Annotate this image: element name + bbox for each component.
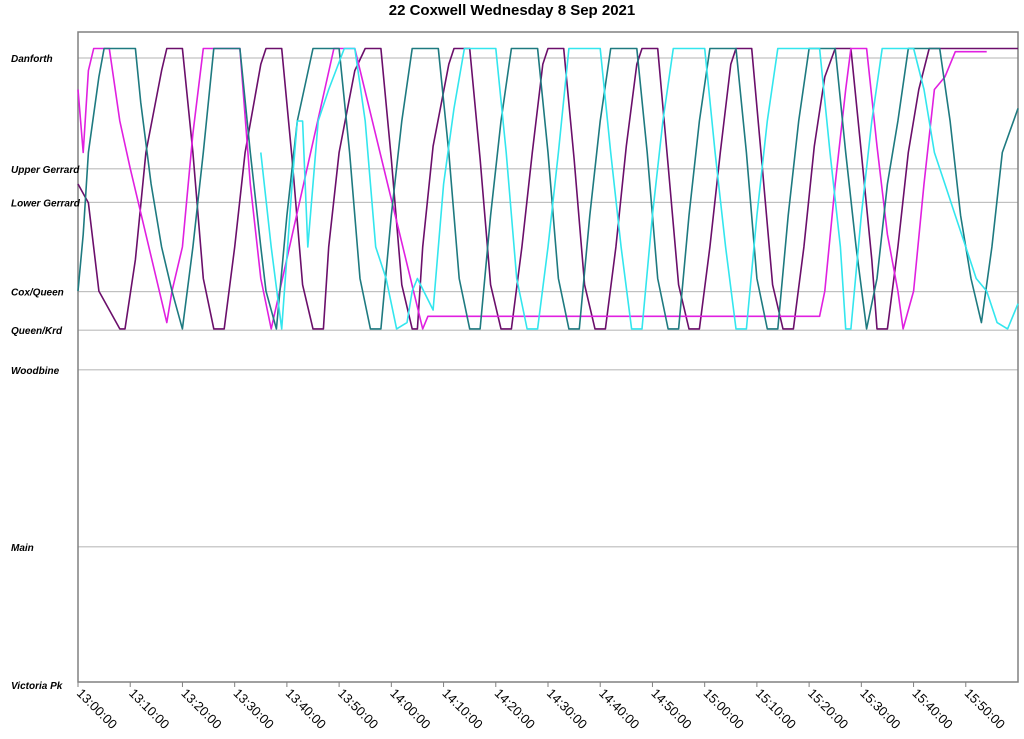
x-tick-label: 15:10:00 — [753, 686, 799, 732]
x-tick-label: 15:00:00 — [701, 686, 747, 732]
x-tick-label: 13:30:00 — [231, 686, 277, 732]
series-line-1 — [77, 47, 1018, 330]
x-tick-label: 13:00:00 — [74, 686, 120, 732]
x-axis-ticks: 13:00:00 13:10:00 13:20:00 13:30:00 13:40:00… — [74, 682, 1008, 732]
stop-label: Victoria Pk — [11, 681, 63, 692]
x-tick-label: 13:50:00 — [335, 686, 381, 732]
x-tick-label: 13:20:00 — [178, 686, 224, 732]
x-tick-label: 13:10:00 — [126, 686, 172, 732]
series-lines — [77, 47, 1019, 330]
stop-labels: Danforth Upper Gerrard Lower Gerrard Cox/Qu… — [11, 54, 81, 692]
x-tick-label: 15:50:00 — [962, 686, 1008, 732]
x-tick-label: 14:20:00 — [492, 686, 538, 732]
x-tick-label: 15:40:00 — [909, 686, 955, 732]
stop-label: Main — [11, 543, 34, 554]
x-tick-label: 13:40:00 — [283, 686, 329, 732]
x-tick-label: 14:10:00 — [439, 686, 485, 732]
stop-label: Woodbine — [11, 366, 60, 377]
x-tick-label: 14:30:00 — [544, 686, 590, 732]
chart-title: 22 Coxwell Wednesday 8 Sep 2021 — [388, 2, 636, 19]
x-tick-label: 14:50:00 — [648, 686, 694, 732]
series-line-3 — [77, 47, 1019, 330]
stop-label: Lower Gerrard — [11, 198, 81, 209]
stop-label: Upper Gerrard — [11, 165, 80, 176]
stop-label: Cox/Queen — [11, 288, 64, 299]
series-line-4 — [260, 47, 1019, 330]
series-line-2 — [77, 47, 987, 330]
plot-frame — [77, 31, 1019, 683]
x-tick-label: 14:00:00 — [387, 686, 433, 732]
x-tick-label: 14:40:00 — [596, 686, 642, 732]
x-tick-label: 15:20:00 — [805, 686, 851, 732]
grid-lines — [78, 57, 1018, 548]
x-tick-label: 15:30:00 — [857, 686, 903, 732]
stop-label: Danforth — [11, 54, 53, 65]
stop-label: Queen/Krd — [11, 326, 63, 337]
